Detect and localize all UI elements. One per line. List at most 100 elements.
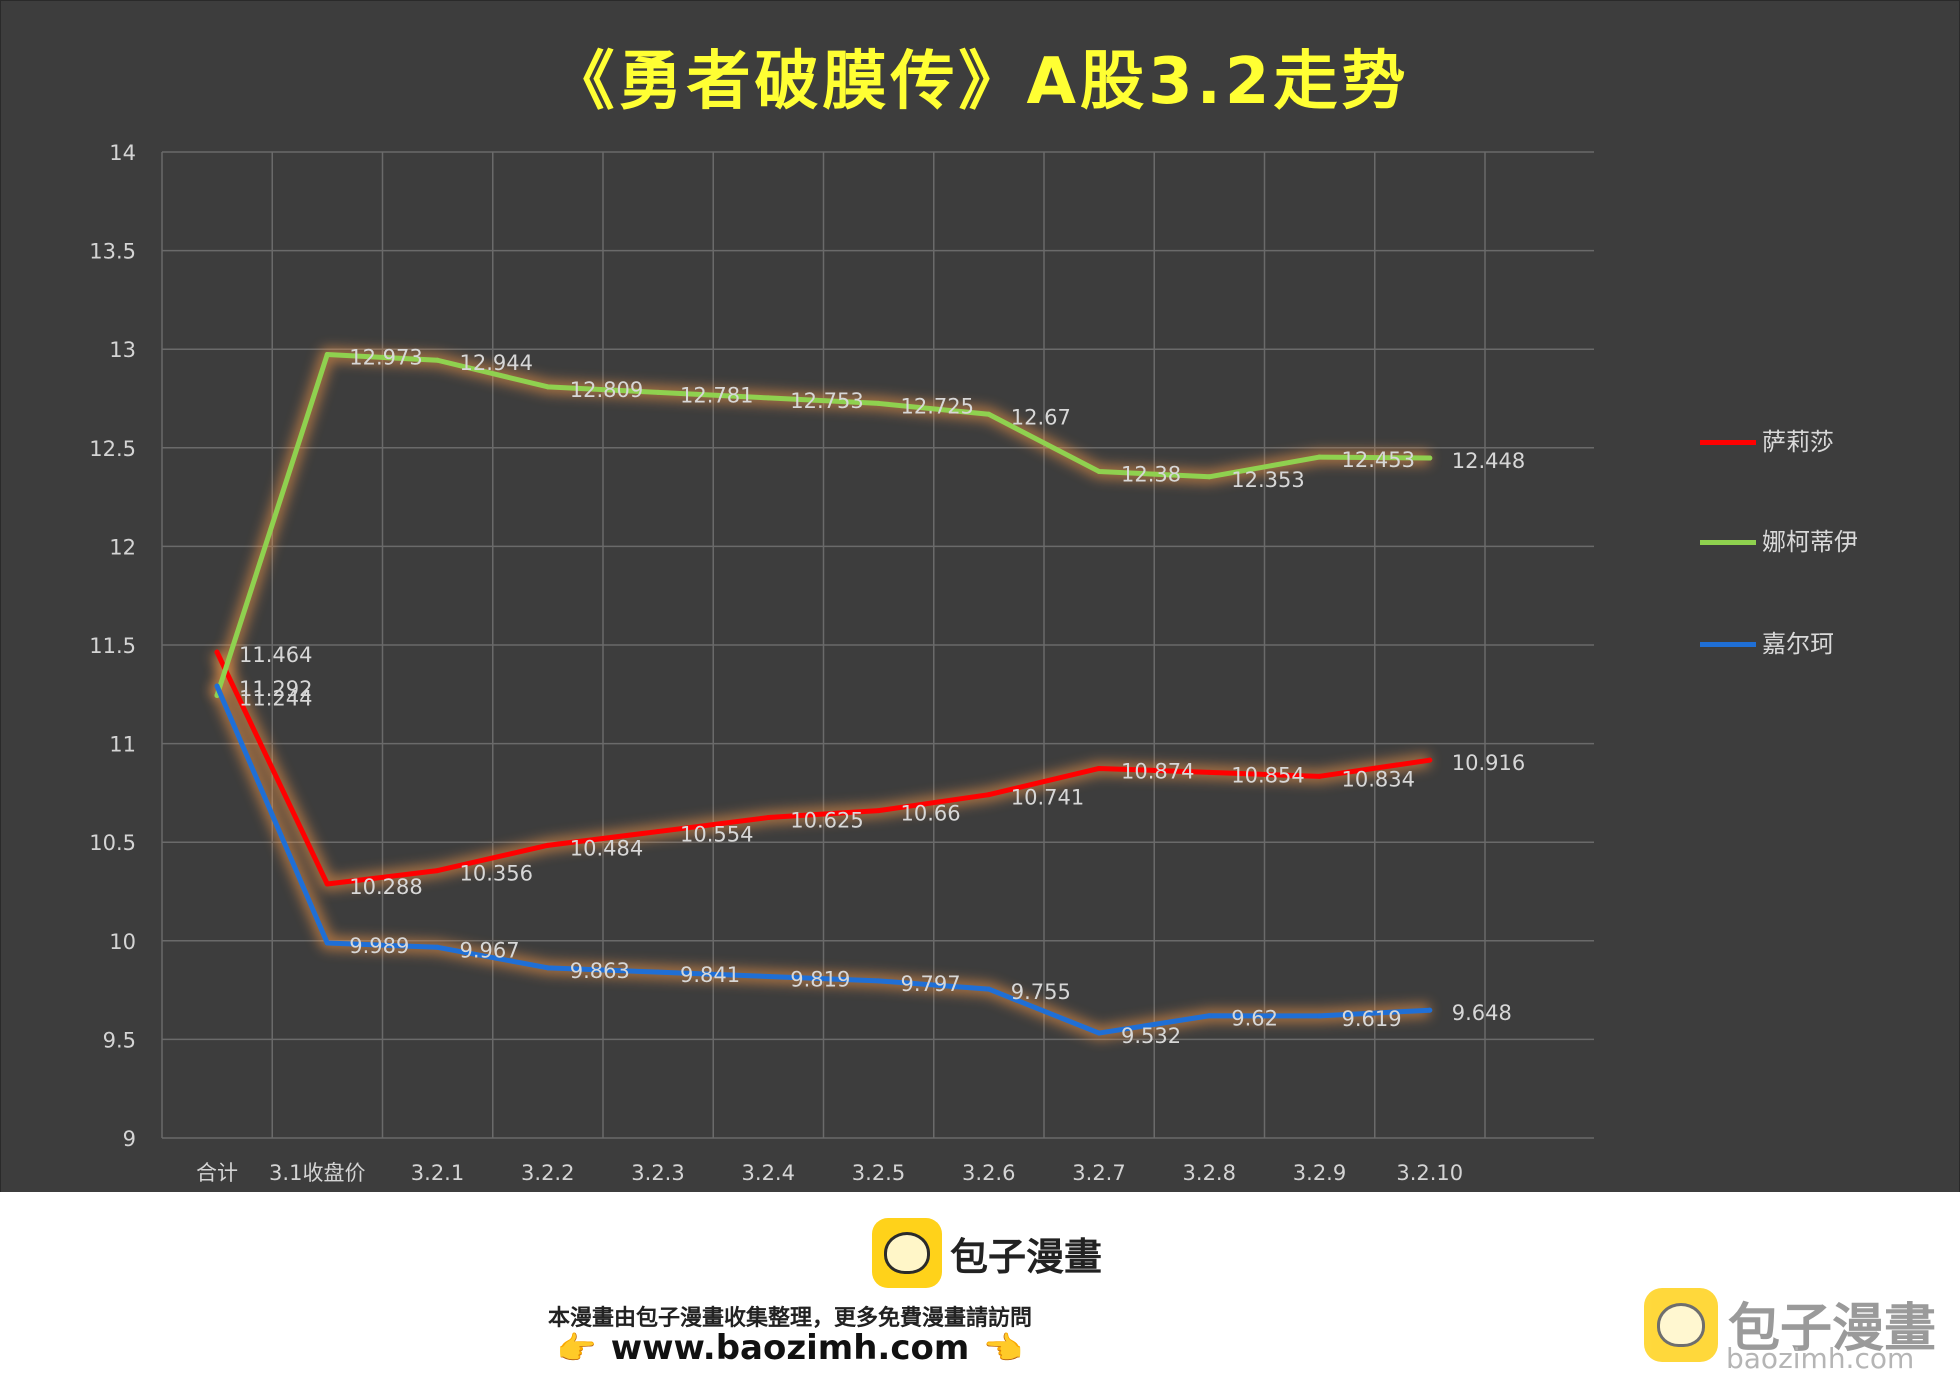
legend-swatch-nakediyi xyxy=(1700,540,1756,545)
x-tick-label: 3.2.7 xyxy=(1072,1161,1125,1185)
data-label-jiaerke: 9.967 xyxy=(460,938,520,962)
x-tick-label: 3.2.4 xyxy=(742,1161,795,1185)
data-point-nakediyi xyxy=(1096,468,1102,474)
data-point-jiaerke xyxy=(545,965,551,971)
x-tick-label: 3.2.3 xyxy=(631,1161,684,1185)
footer-url[interactable]: www.baozimh.com xyxy=(610,1328,970,1368)
data-point-jiaerke xyxy=(324,940,330,946)
chart-title: 《勇者破膜传》A股3.2走势 xyxy=(550,45,1410,119)
footer-note: 本漫畫由包子漫畫收集整理，更多免費漫畫請訪問 xyxy=(547,1306,1032,1331)
legend-label-salisha: 萨莉莎 xyxy=(1762,428,1834,456)
data-point-nakediyi xyxy=(765,395,771,401)
data-point-nakediyi xyxy=(1427,455,1433,461)
data-point-salisha xyxy=(1427,757,1433,763)
data-point-salisha xyxy=(324,881,330,887)
data-label-jiaerke: 9.648 xyxy=(1452,1001,1512,1025)
legend-label-jiaerke: 嘉尔珂 xyxy=(1762,630,1834,658)
footer: 包子漫畫 本漫畫由包子漫畫收集整理，更多免費漫畫請訪問 👉 www.baozimh… xyxy=(0,1192,1960,1394)
data-label-nakediyi: 12.753 xyxy=(790,389,863,413)
legend-swatch-jiaerke xyxy=(1700,642,1756,647)
series-line-jiaerke xyxy=(214,683,1433,1036)
data-point-nakediyi xyxy=(324,352,330,358)
data-label-jiaerke: 11.292 xyxy=(239,677,312,701)
data-point-jiaerke xyxy=(765,973,771,979)
data-label-nakediyi: 11.244 xyxy=(239,686,312,710)
data-point-jiaerke xyxy=(214,683,220,689)
data-label-jiaerke: 9.619 xyxy=(1342,1007,1402,1031)
y-tick-label: 12 xyxy=(109,535,136,559)
data-point-salisha xyxy=(545,842,551,848)
data-point-salisha xyxy=(986,792,992,798)
x-tick-label: 3.2.5 xyxy=(852,1161,905,1185)
data-point-salisha xyxy=(765,815,771,821)
data-label-nakediyi: 12.38 xyxy=(1121,462,1181,486)
data-label-salisha: 11.464 xyxy=(239,643,312,667)
data-label-salisha: 10.916 xyxy=(1452,751,1525,775)
legend-item-salisha: 萨莉莎 xyxy=(1700,422,1940,462)
legend-item-jiaerke: 嘉尔珂 xyxy=(1700,624,1940,664)
x-tick-label: 3.2.9 xyxy=(1293,1161,1346,1185)
watermark-url: baozimh.com xyxy=(1726,1342,1915,1375)
data-point-nakediyi xyxy=(435,357,440,363)
data-label-jiaerke: 9.863 xyxy=(570,959,630,983)
data-label-nakediyi: 12.353 xyxy=(1231,468,1304,492)
data-point-nakediyi xyxy=(1317,454,1322,460)
data-point-salisha xyxy=(435,868,440,874)
line-chart: 11.464 10.288 10.356 10.484 10.554 10.625 10.6… xyxy=(89,141,1594,1185)
data-label-salisha: 10.741 xyxy=(1011,786,1084,810)
data-label-nakediyi: 12.809 xyxy=(570,378,643,402)
watermark-bun-icon xyxy=(1644,1288,1718,1362)
data-label-salisha: 10.874 xyxy=(1121,759,1194,783)
data-label-nakediyi: 12.944 xyxy=(460,351,533,375)
data-point-jiaerke xyxy=(876,978,881,984)
data-label-jiaerke: 9.989 xyxy=(349,934,409,958)
data-label-jiaerke: 9.62 xyxy=(1231,1007,1278,1031)
data-label-salisha: 10.625 xyxy=(790,809,863,833)
data-point-jiaerke xyxy=(1096,1030,1102,1036)
pointing-right-icon: 👉 xyxy=(556,1329,597,1367)
data-point-jiaerke xyxy=(655,969,661,975)
data-point-nakediyi xyxy=(986,411,992,417)
y-tick-label: 13.5 xyxy=(89,240,136,264)
data-label-jiaerke: 9.532 xyxy=(1121,1024,1181,1048)
data-point-jiaerke xyxy=(1206,1013,1212,1019)
data-label-salisha: 10.554 xyxy=(680,823,753,847)
data-point-jiaerke xyxy=(1427,1007,1433,1013)
data-label-jiaerke: 9.797 xyxy=(901,972,961,996)
data-label-jiaerke: 9.841 xyxy=(680,963,740,987)
data-point-jiaerke xyxy=(435,944,440,950)
data-point-salisha xyxy=(214,649,220,655)
data-label-salisha: 10.484 xyxy=(570,836,643,860)
data-label-salisha: 10.834 xyxy=(1342,767,1415,791)
watermark-brand: 包子漫畫 xyxy=(1728,1299,1937,1359)
x-tick-label: 3.2.2 xyxy=(521,1161,574,1185)
data-label-nakediyi: 12.781 xyxy=(680,383,753,407)
data-point-salisha xyxy=(1096,765,1102,771)
data-point-nakediyi xyxy=(876,400,881,406)
data-point-nakediyi xyxy=(545,384,551,390)
legend-label-nakediyi: 娜柯蒂伊 xyxy=(1762,528,1858,556)
data-point-jiaerke xyxy=(986,986,992,992)
legend-swatch-salisha xyxy=(1700,440,1756,445)
series-line-nakediyi xyxy=(214,352,1433,698)
data-label-jiaerke: 9.755 xyxy=(1011,980,1071,1004)
data-point-nakediyi xyxy=(1206,474,1212,480)
y-tick-label: 9.5 xyxy=(103,1028,136,1052)
footer-brand: 包子漫畫 xyxy=(950,1235,1103,1279)
y-tick-label: 10 xyxy=(109,930,136,954)
y-tick-label: 11 xyxy=(109,733,136,757)
x-tick-label: 3.1收盘价 xyxy=(269,1161,365,1185)
data-label-jiaerke: 9.819 xyxy=(790,967,850,991)
x-tick-label: 3.2.8 xyxy=(1183,1161,1236,1185)
y-tick-label: 14 xyxy=(109,141,136,165)
legend-item-nakediyi: 娜柯蒂伊 xyxy=(1700,522,1940,562)
data-label-nakediyi: 12.448 xyxy=(1452,449,1525,473)
bun-logo-icon xyxy=(872,1218,942,1288)
data-label-salisha: 10.66 xyxy=(901,802,961,826)
y-tick-label: 10.5 xyxy=(89,831,136,855)
data-point-salisha xyxy=(876,808,881,814)
x-tick-label: 合计 xyxy=(196,1161,238,1185)
data-label-nakediyi: 12.973 xyxy=(349,346,422,370)
data-label-salisha: 10.854 xyxy=(1231,763,1304,787)
data-label-nakediyi: 12.67 xyxy=(1011,405,1071,429)
